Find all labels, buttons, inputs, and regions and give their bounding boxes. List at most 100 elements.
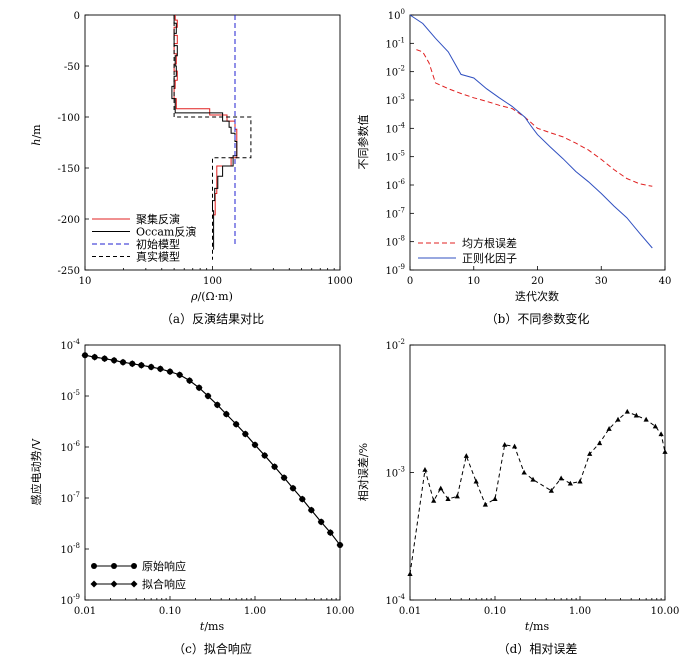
x-axis-label-c: t/ms (200, 620, 225, 633)
x-tick-label: 30 (595, 276, 608, 287)
x-axis-label-a: ρ/(Ω·m) (190, 290, 233, 303)
x-tick-label: 10 (79, 276, 92, 287)
x-tick-label: 0.01 (74, 606, 96, 617)
data-point-c-1 (128, 360, 136, 368)
legend-marker (110, 580, 118, 588)
x-axis-label-b: 迭代次数 (515, 289, 559, 303)
series-line-b-1 (409, 14, 653, 249)
data-point-d-0 (596, 440, 603, 446)
series-line-c-0 (84, 354, 341, 546)
data-point-d-0 (658, 431, 664, 437)
x-tick-label: 10.00 (651, 606, 680, 617)
y-tick-label: 10-7 (60, 491, 80, 505)
data-point-d-0 (548, 487, 554, 493)
x-tick-label: 1.00 (569, 606, 591, 617)
y-tick-label: 10-8 (385, 235, 405, 249)
series-line-a-3 (173, 15, 252, 260)
caption-b: （b）不同参数变化 (486, 311, 590, 326)
data-point-c-1 (110, 356, 118, 364)
data-point-d-0 (473, 478, 479, 484)
y-tick-label: 10-6 (60, 440, 80, 454)
x-tick-label: 10 (467, 276, 480, 287)
series-line-b-0 (416, 49, 653, 187)
data-point-d-0 (492, 496, 498, 501)
data-point-d-0 (587, 451, 593, 456)
data-point-d-0 (633, 412, 639, 418)
data-point-d-0 (662, 449, 668, 454)
data-point-d-0 (454, 493, 460, 499)
series-line-a-1 (171, 15, 238, 250)
data-point-d-0 (431, 497, 437, 503)
caption-c: （c）拟合响应 (173, 641, 252, 656)
legend-marker (91, 563, 97, 569)
legend-label: 拟合响应 (142, 577, 186, 591)
y-tick-label: 10-4 (385, 593, 405, 607)
x-tick-label: 0.10 (159, 606, 181, 617)
data-point-c-1 (271, 463, 279, 471)
data-point-d-0 (615, 416, 621, 422)
x-tick-label: 1000 (327, 276, 352, 287)
y-tick-label: 10-5 (60, 389, 80, 403)
legend-label: 正则化因子 (462, 251, 517, 265)
x-tick-label: 0 (407, 276, 413, 287)
y-tick-label: 10-4 (385, 121, 405, 135)
panel-d: 0.01 0.10 1.00 10.00 10-2 10-3 10-4 （d）相对误差 (385, 338, 679, 656)
y-tick-label: 100 (388, 8, 405, 22)
data-point-c-1 (326, 529, 334, 537)
data-point-c-1 (176, 371, 184, 379)
series-line-d-0 (409, 411, 666, 575)
y-tick-label: 10-2 (385, 338, 405, 352)
caption-a: （a）反演结果对比 (161, 311, 264, 326)
data-point-c-1 (101, 355, 109, 363)
panel-a: 10 100 1000 0 -50 -100 -150 -200 -250 （a）反演结果对比 (58, 11, 353, 326)
y-tick-label: 10-9 (60, 593, 80, 607)
caption-d: （d）相对误差 (498, 642, 578, 656)
y-tick-label: -250 (58, 266, 80, 277)
data-point-c-1 (298, 495, 306, 503)
data-point-c-1 (204, 392, 212, 400)
data-point-c-1 (261, 452, 269, 460)
data-point-c-1 (241, 430, 249, 438)
y-tick-label: -200 (58, 215, 80, 226)
legend-marker (131, 563, 137, 569)
data-point-d-0 (606, 426, 612, 431)
data-point-d-0 (463, 453, 469, 458)
x-axis-label-d: t/ms (525, 620, 550, 633)
data-point-c-1 (222, 410, 230, 418)
x-tick-label: 40 (659, 276, 672, 287)
data-point-c-1 (289, 484, 297, 492)
legend-label: Occam反演 (136, 225, 196, 239)
y-tick-label: 10-9 (385, 263, 405, 277)
x-tick-label: 1.00 (244, 606, 266, 617)
data-point-c-1 (213, 401, 221, 409)
data-point-d-0 (521, 469, 527, 475)
data-point-c-1 (317, 518, 325, 526)
data-point-c-1 (280, 474, 288, 482)
y-tick-label: 10-8 (60, 542, 80, 556)
y-axis-label-c: 感应电动势/V (29, 438, 43, 506)
panel-b: 0 10 20 30 40 100 10-1 10-2 10-3 10-4 10-5 10-6 10-7… (385, 8, 671, 326)
y-tick-label: 10-6 (385, 178, 405, 192)
legend-marker (90, 580, 98, 588)
plot-frame-d (409, 344, 666, 601)
panel-c: 0.01 0.10 1.00 10.00 10-4 10-5 10-6 10-7 10-8 10-… (60, 338, 354, 656)
y-axis-label-d: 相对误差/% (356, 443, 370, 501)
y-tick-label: 10-5 (385, 150, 405, 164)
y-tick-label: -100 (58, 113, 80, 124)
data-point-c-1 (119, 358, 127, 366)
data-point-d-0 (558, 475, 564, 481)
series-line-c-1 (84, 354, 341, 546)
data-point-d-0 (407, 571, 413, 576)
y-tick-label: 10-2 (385, 65, 405, 79)
y-tick-label: -50 (64, 62, 80, 73)
data-point-d-0 (530, 476, 536, 482)
series-line-a-0 (173, 15, 238, 216)
data-point-c-1 (232, 420, 240, 428)
data-point-d-0 (482, 501, 488, 507)
x-tick-label: 20 (531, 276, 544, 287)
data-point-d-0 (438, 485, 444, 491)
x-tick-label: 100 (203, 276, 222, 287)
